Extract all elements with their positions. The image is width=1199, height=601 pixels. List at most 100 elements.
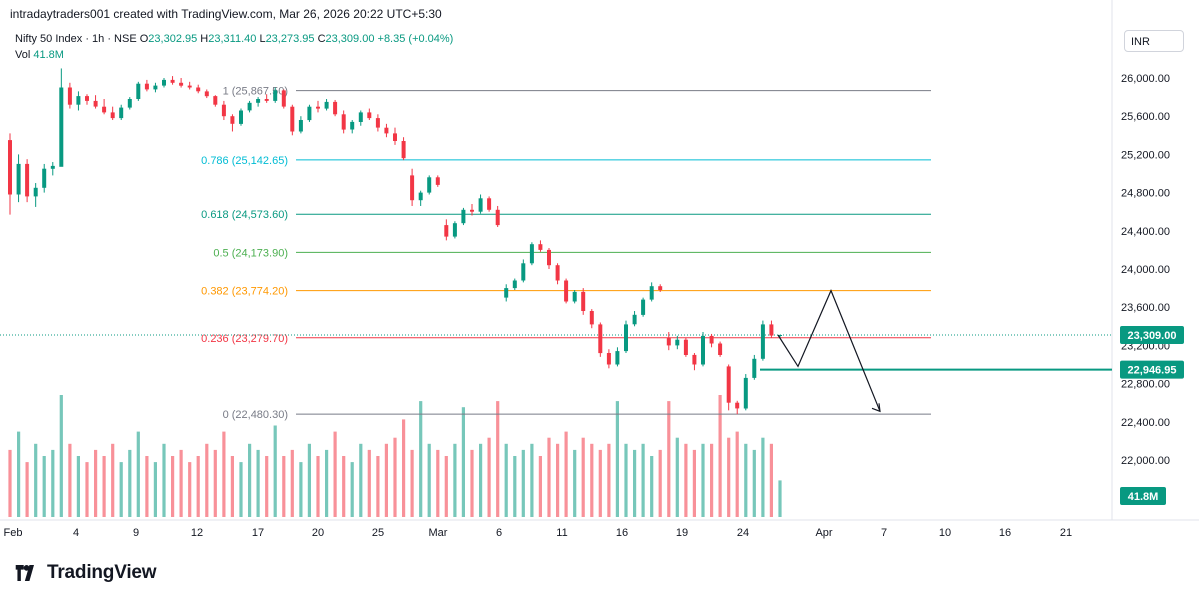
volume-bar [581,437,585,517]
candle-body [452,223,457,237]
volume-bar [667,401,671,517]
volume-bar [102,456,106,517]
candle-body [658,286,663,290]
volume-bar [248,443,252,517]
open-value: 23,302.95 [148,33,198,45]
candle-body [495,209,500,226]
volume-bar [658,449,662,517]
fib-level-label: 0.5 (24,173.90) [213,247,288,259]
candle-body [127,99,132,108]
volume-bar [633,449,637,517]
candle-body [581,291,586,311]
candle-body [16,163,21,195]
volume-bar [359,443,363,517]
volume-bar [128,449,132,517]
volume-bar [136,431,140,517]
candle-body [187,85,192,88]
volume-bar [85,462,89,517]
price-tick-label: 23,600.00 [1121,302,1170,314]
candle-body [701,335,705,365]
volume-bar [42,456,46,517]
candle-body [709,335,714,344]
price-tick-label: 26,000.00 [1121,73,1170,85]
volume-bar [350,462,354,517]
volume-bar [59,395,63,517]
candle-body [67,87,72,105]
candle-body [529,244,534,264]
volume-bar [744,443,748,517]
volume-bar [162,443,166,517]
price-tick-label: 24,000.00 [1121,264,1170,276]
volume-bar [752,449,756,517]
last-price-badge-text: 23,309.00 [1128,330,1177,342]
candle-body [504,288,509,298]
candle-body [230,116,235,124]
volume-bar [393,437,397,517]
candle-body [50,165,55,169]
candle-body [555,265,560,281]
candle-body [33,187,38,197]
time-tick-label: 9 [133,527,139,539]
candle-body [153,85,158,90]
volume-bar [727,437,731,517]
candle-body [572,291,577,302]
candle-body [196,87,201,92]
volume-legend: Vol 41.8M [15,49,64,61]
candle-body [649,286,654,300]
volume-bar [171,456,175,517]
volume-bar [51,449,55,517]
volume-bar [111,443,115,517]
tradingview-logo-icon [15,565,34,581]
candle-body [85,96,89,101]
candle-body [341,114,346,130]
time-tick-label: Feb [4,527,23,539]
candle-body [162,79,166,86]
brand-name: TradingView [47,562,157,583]
volume-badge [1120,487,1166,505]
candle-body [213,96,218,105]
candle-body [487,198,492,210]
volume-bar [282,456,286,517]
time-tick-label: 16 [616,527,628,539]
volume-bar [376,456,380,517]
candle-body [170,79,175,83]
candle-body [144,83,149,90]
candle-body [119,107,124,119]
candle-body [632,314,637,325]
time-tick-label: Apr [815,527,832,539]
chart-caption: intradaytraders001 created with TradingV… [10,7,442,21]
price-tick-label: 25,600.00 [1121,111,1170,123]
volume-bar [307,443,311,517]
candle-body [367,112,372,119]
symbol-legend: Nifty 50 Index · 1h · NSE O23,302.95 H23… [15,33,453,45]
candle-body [8,140,12,195]
volume-bar [179,449,183,517]
currency-selector[interactable]: INR [1124,30,1184,52]
volume-bar [119,462,123,517]
candle-body [204,91,209,97]
volume-bar [222,431,226,517]
candle-body [221,104,226,117]
volume-bar [487,437,491,517]
volume-bar [504,443,508,517]
time-tick-label: 19 [676,527,688,539]
candle-body [247,102,252,111]
candle-body [290,106,295,132]
change-value: +8.35 (+0.04%) [377,33,454,45]
volume-bar [230,456,234,517]
volume-bar [367,449,371,517]
candle-body [778,335,782,336]
price-tick-label: 22,400.00 [1121,417,1170,429]
volume-bar [94,449,98,517]
candle-body [435,177,440,185]
candle-body [735,402,740,409]
time-tick-label: 25 [372,527,384,539]
volume-bar [538,456,542,517]
candle-body [393,133,397,141]
high-value: 23,311.40 [208,33,257,45]
volume-bar [205,443,209,517]
volume-bar [735,431,739,517]
volume-bar [573,449,577,517]
volume-bar [701,443,705,517]
